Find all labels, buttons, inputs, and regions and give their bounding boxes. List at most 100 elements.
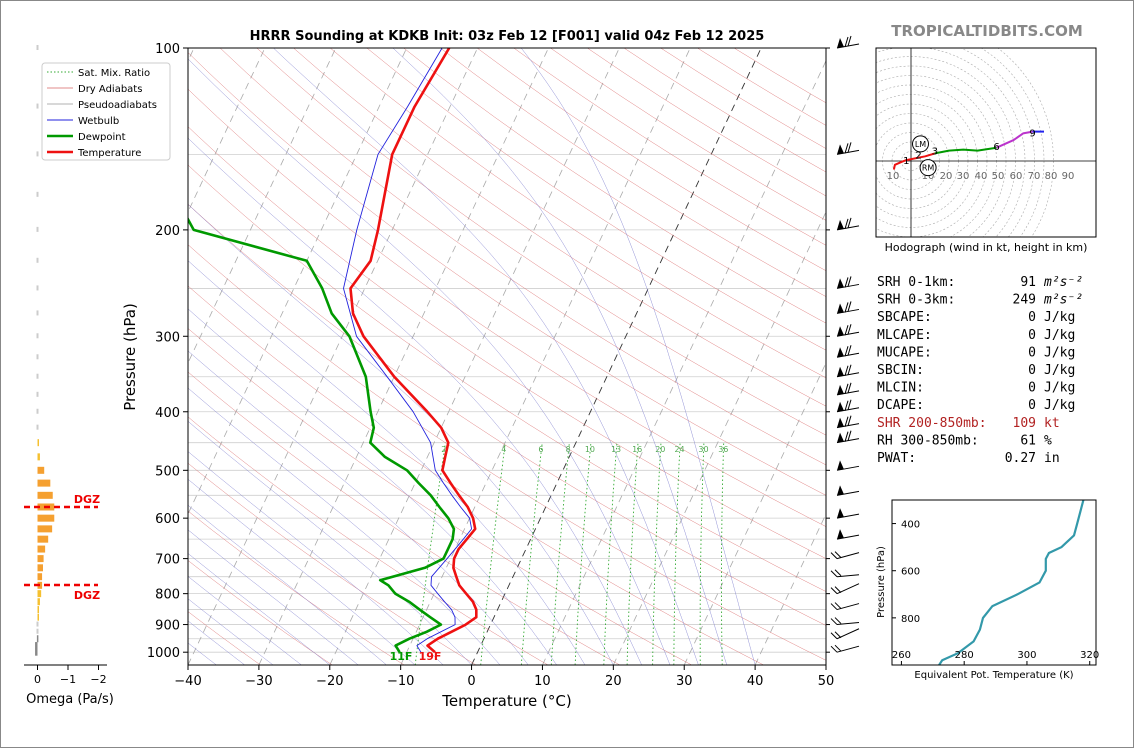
isotherm-line — [188, 48, 266, 213]
barb-flag — [847, 345, 852, 356]
barb-staff — [836, 603, 860, 611]
mixing-ratio-label: 24 — [674, 445, 684, 454]
barb-flag — [847, 276, 852, 287]
barb-flag — [844, 416, 849, 427]
pressure-tick-label: 1000 — [147, 646, 180, 661]
mixing-ratio-label: 20 — [655, 445, 665, 454]
omega-bar — [37, 525, 53, 533]
pressure-tick-label: 600 — [155, 512, 180, 527]
barb-flag — [844, 365, 849, 376]
pressure-tick-label: 300 — [155, 330, 180, 345]
omega-bar — [35, 648, 38, 656]
hodograph-ring-label: 60 — [1010, 171, 1023, 182]
wetbulb-line — [343, 48, 473, 653]
barb-pennant — [837, 219, 844, 230]
index-unit: in — [1044, 451, 1060, 466]
brand-watermark: TROPICALTIDBITS.COM — [891, 22, 1083, 40]
barb-pennant — [837, 401, 844, 412]
omega-bar — [37, 598, 40, 606]
dry-adiabat — [219, 48, 826, 466]
mixing-ratio-line — [699, 442, 705, 665]
barb-flag — [830, 645, 838, 653]
barb-flag — [847, 142, 852, 153]
pressure-tick-label: 700 — [155, 553, 180, 568]
barb-pennant — [837, 508, 844, 519]
barb-flag — [844, 218, 849, 230]
omega-bar — [35, 642, 38, 650]
pseudoadiabat — [188, 598, 274, 665]
barb-staff — [836, 552, 860, 560]
theta-e-frame — [891, 499, 1097, 666]
barb-flag — [844, 36, 849, 48]
temp-tick-label: 30 — [676, 674, 693, 689]
barb-flag — [830, 570, 838, 578]
temp-tick-label: 50 — [818, 674, 835, 689]
barb-flag — [834, 569, 842, 577]
mixing-ratio-line — [603, 442, 618, 665]
barb-flag — [830, 603, 838, 610]
dry-adiabat — [188, 203, 826, 626]
index-value: 91 — [1020, 275, 1036, 290]
barb-pennant — [837, 38, 844, 48]
barb-flag — [844, 325, 849, 336]
omega-panel: 0 −1 −2 Omega (Pa/s) DGZ DGZ — [24, 45, 114, 707]
barb-flag — [834, 602, 842, 609]
index-value: 0 — [1028, 345, 1036, 360]
surface-temp-label: 19F — [419, 650, 442, 663]
barb-flag — [834, 551, 842, 558]
hodograph-height-label: 1 — [903, 156, 909, 167]
dry-adiabat — [188, 244, 826, 661]
index-label: MUCAPE: — [877, 345, 932, 360]
omega-bar — [37, 466, 45, 474]
omega-bar — [36, 151, 39, 157]
dry-adiabat — [188, 510, 405, 665]
theta-e-x-tick-label: 280 — [955, 650, 974, 661]
mixing-ratio-line — [520, 442, 543, 665]
hodograph-height-label: 9 — [1029, 129, 1035, 140]
omega-bar — [36, 391, 39, 397]
mixing-ratio-line — [721, 442, 725, 665]
legend-label: Dewpoint — [78, 132, 126, 143]
barb-flag — [844, 346, 849, 357]
index-unit: m²s⁻² — [1043, 293, 1083, 308]
pseudoadiabat — [188, 478, 415, 665]
index-label: DCAPE: — [877, 398, 924, 413]
hodograph-ring-label: 50 — [992, 171, 1005, 182]
pseudoadiabat — [188, 308, 557, 665]
temp-tick-label: 40 — [747, 674, 764, 689]
index-unit: % — [1044, 433, 1052, 448]
barb-flag — [847, 217, 852, 229]
omega-bar — [37, 613, 39, 621]
index-value: 249 — [1013, 293, 1036, 308]
dry-adiabat — [188, 52, 826, 496]
mixing-ratio-label: 16 — [632, 445, 642, 454]
mixing-ratio-label: 8 — [566, 445, 571, 454]
mixing-ratio-label: 4 — [501, 445, 506, 454]
pseudoadiabat — [188, 420, 472, 665]
isotherm-line — [542, 59, 826, 665]
hodograph-segment — [892, 159, 907, 170]
temp-tick-label: −10 — [387, 674, 414, 689]
barb-flag — [847, 301, 852, 312]
mixing-ratio-line — [673, 442, 681, 665]
barb-flag — [830, 632, 838, 640]
lm-marker — [912, 135, 929, 153]
omega-bar — [36, 354, 39, 360]
dgz-bottom-label: DGZ — [74, 589, 100, 602]
theta-e-y-tick-label: 800 — [901, 614, 920, 625]
mixing-ratio-label: 13 — [611, 445, 621, 454]
barb-flag — [847, 364, 852, 375]
omega-xlabel: Omega (Pa/s) — [26, 692, 114, 707]
hodograph-height-label: 3 — [932, 147, 938, 158]
wind-barbs — [830, 35, 860, 653]
omega-bar — [36, 257, 39, 263]
index-value: 0 — [1028, 310, 1036, 325]
pseudoadiabat — [273, 48, 699, 665]
hodograph-ring-label: 80 — [1045, 171, 1058, 182]
profile-lines — [188, 48, 478, 654]
index-unit: J/kg — [1044, 398, 1075, 413]
barb-flag — [847, 399, 852, 410]
omega-bar — [37, 535, 49, 543]
index-value: 0 — [1028, 398, 1036, 413]
